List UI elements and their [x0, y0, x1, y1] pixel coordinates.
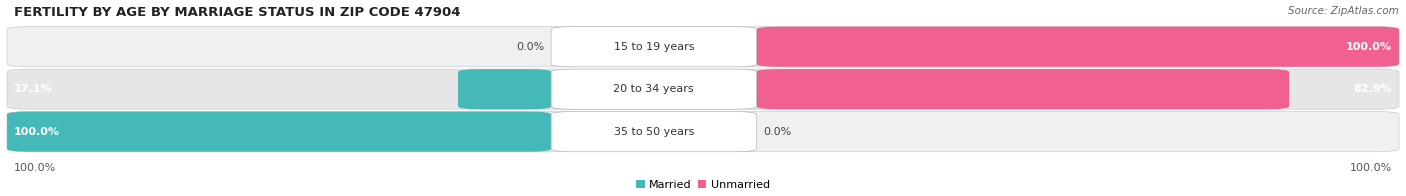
Text: 100.0%: 100.0% [14, 127, 60, 137]
Legend: Married, Unmarried: Married, Unmarried [631, 175, 775, 194]
Text: 100.0%: 100.0% [14, 163, 56, 173]
Text: 82.9%: 82.9% [1353, 84, 1392, 94]
Text: FERTILITY BY AGE BY MARRIAGE STATUS IN ZIP CODE 47904: FERTILITY BY AGE BY MARRIAGE STATUS IN Z… [14, 6, 461, 19]
Text: 35 to 50 years: 35 to 50 years [613, 127, 695, 137]
Text: 20 to 34 years: 20 to 34 years [613, 84, 695, 94]
Text: 15 to 19 years: 15 to 19 years [613, 42, 695, 52]
Text: 100.0%: 100.0% [1350, 163, 1392, 173]
Text: 100.0%: 100.0% [1346, 42, 1392, 52]
Text: Source: ZipAtlas.com: Source: ZipAtlas.com [1288, 6, 1399, 16]
Text: 17.1%: 17.1% [14, 84, 52, 94]
Text: 0.0%: 0.0% [763, 127, 792, 137]
Text: 0.0%: 0.0% [516, 42, 544, 52]
